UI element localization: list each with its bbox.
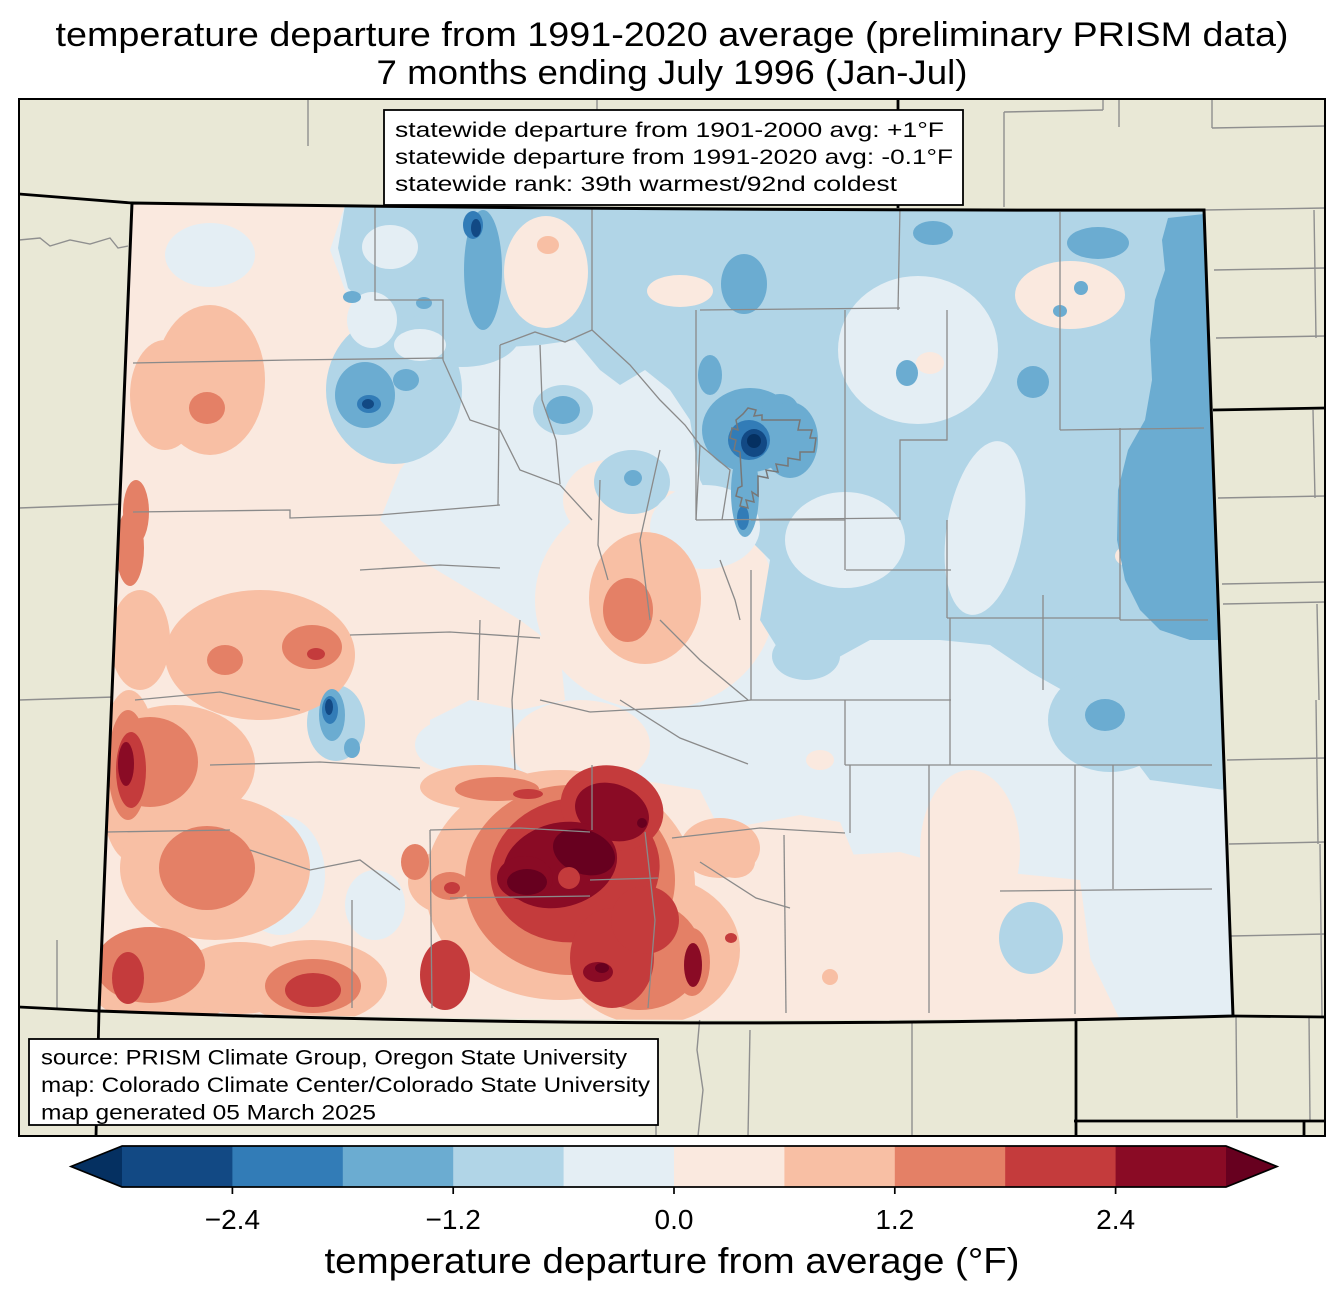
svg-text:1.2: 1.2 (875, 1204, 914, 1235)
svg-text:temperature departure from ave: temperature departure from average (°F) (325, 1240, 1020, 1281)
svg-text:statewide departure from 1901-: statewide departure from 1901-2000 avg: … (395, 118, 944, 142)
svg-text:map generated 05 March 2025: map generated 05 March 2025 (41, 1101, 376, 1125)
svg-text:source: PRISM Climate Group, O: source: PRISM Climate Group, Oregon Stat… (41, 1046, 627, 1070)
svg-text:7 months ending July 1996 (Jan: 7 months ending July 1996 (Jan-Jul) (377, 54, 968, 92)
svg-text:2.4: 2.4 (1096, 1204, 1135, 1235)
svg-text:0.0: 0.0 (655, 1204, 694, 1235)
svg-text:map: Colorado Climate Center/C: map: Colorado Climate Center/Colorado St… (41, 1073, 650, 1097)
svg-text:−1.2: −1.2 (426, 1204, 481, 1235)
svg-text:statewide departure from 1991-: statewide departure from 1991-2020 avg: … (395, 145, 953, 169)
svg-text:−2.4: −2.4 (205, 1204, 260, 1235)
svg-text:statewide rank: 39th warmest/9: statewide rank: 39th warmest/92nd coldes… (395, 172, 897, 196)
svg-text:temperature departure from 199: temperature departure from 1991-2020 ave… (56, 16, 1289, 54)
